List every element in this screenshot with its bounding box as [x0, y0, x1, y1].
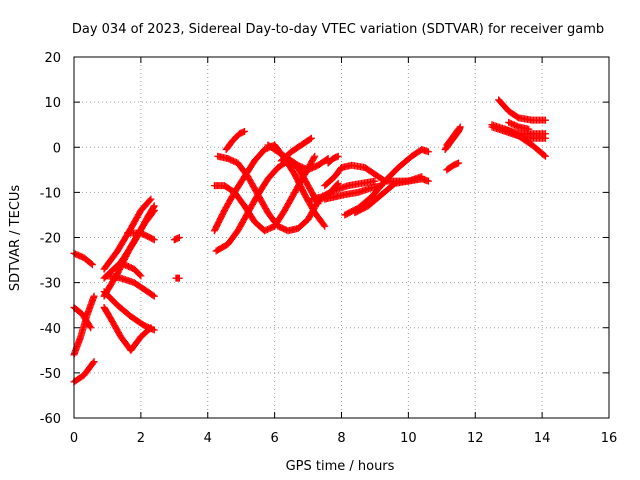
data-point: [311, 152, 319, 160]
data-point: [455, 125, 463, 133]
x-axis-label: GPS time / hours: [286, 459, 395, 474]
data-track: [324, 152, 342, 167]
data-point: [150, 326, 158, 334]
data-point: [371, 177, 379, 185]
data-point: [540, 151, 548, 159]
y-tick-label: -40: [40, 322, 61, 337]
data-point: [334, 152, 342, 160]
data-point: [149, 235, 157, 243]
data-point: [150, 236, 158, 244]
data-point: [150, 292, 158, 300]
data-point: [137, 272, 145, 280]
x-tick-label: 0: [70, 431, 78, 446]
data-point: [150, 206, 158, 214]
data-point: [525, 125, 533, 133]
data-track: [351, 175, 432, 217]
data-track: [70, 358, 98, 386]
data-track: [100, 303, 155, 354]
y-tick-label: -50: [40, 367, 61, 382]
data-point: [90, 292, 98, 300]
data-point: [454, 126, 462, 134]
data-point: [424, 177, 432, 185]
y-tick-label: -60: [40, 412, 61, 427]
y-tick-label: 10: [44, 96, 61, 111]
y-axis-label: SDTVAR / TECUs: [8, 185, 23, 292]
data-point: [541, 152, 549, 160]
data-point: [307, 134, 315, 142]
chart-title: Day 034 of 2023, Sidereal Day-to-day VTE…: [72, 22, 604, 37]
y-tick-label: -20: [40, 232, 61, 247]
data-point: [306, 135, 314, 143]
data-point: [455, 159, 463, 167]
data-track: [103, 272, 158, 300]
data-point: [86, 322, 94, 330]
data-point: [541, 116, 549, 124]
y-tick-label: 20: [44, 51, 61, 66]
data-track: [170, 234, 183, 244]
x-tick-label: 12: [467, 431, 484, 446]
data-point: [87, 260, 95, 268]
x-tick-label: 6: [270, 431, 278, 446]
data-track: [100, 288, 158, 334]
y-tick-label: -30: [40, 277, 61, 292]
data-track: [222, 127, 249, 154]
data-point: [88, 261, 96, 269]
data-point: [541, 134, 549, 142]
data-point: [89, 359, 97, 367]
data-point: [310, 154, 318, 162]
data-point: [149, 291, 157, 299]
data-track: [70, 303, 95, 332]
data-point: [149, 208, 157, 216]
y-tick-label: -10: [40, 186, 61, 201]
data-point: [87, 324, 95, 332]
x-tick-label: 8: [337, 431, 345, 446]
data-point: [424, 148, 432, 156]
data-point: [146, 196, 154, 204]
x-tick-label: 2: [137, 431, 145, 446]
data-points: [70, 96, 549, 386]
data-track: [210, 152, 319, 235]
x-tick-label: 4: [204, 431, 212, 446]
y-tick-label: 0: [53, 141, 61, 156]
data-track: [495, 96, 549, 124]
data-point: [320, 221, 328, 229]
axis-ticks: 0 2 4 6 8 10 12 14 16 -60 -50 -40 -30 -20 -10 0 10 20: [40, 51, 618, 446]
data-track: [120, 261, 145, 280]
data-point: [175, 234, 183, 241]
data-track: [501, 125, 549, 160]
data-point: [175, 274, 183, 282]
data-track: [172, 274, 183, 282]
data-track: [100, 206, 158, 300]
data-point: [241, 127, 249, 135]
data-track: [277, 134, 315, 165]
data-point: [147, 195, 155, 203]
data-point: [321, 222, 329, 230]
data-point: [90, 358, 98, 366]
data-track: [443, 125, 463, 149]
data-track: [70, 249, 96, 269]
data-track: [307, 177, 379, 203]
data-track: [505, 118, 533, 133]
x-tick-label: 10: [400, 431, 417, 446]
data-point: [136, 271, 144, 279]
data-track: [443, 159, 463, 174]
data-track: [124, 229, 158, 244]
x-tick-label: 14: [534, 431, 551, 446]
x-tick-label: 16: [601, 431, 618, 446]
